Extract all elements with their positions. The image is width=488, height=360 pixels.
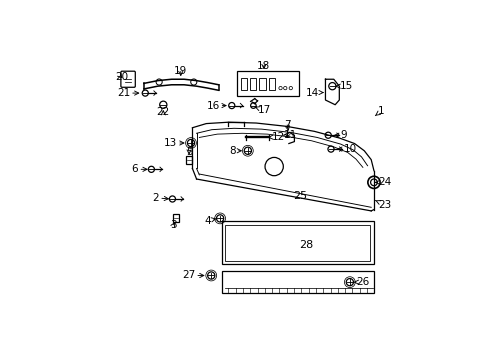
Bar — [259, 78, 265, 90]
Bar — [221, 270, 373, 293]
Bar — [186, 156, 191, 164]
Text: 11: 11 — [283, 130, 296, 140]
Bar — [221, 221, 373, 264]
Text: 13: 13 — [163, 138, 183, 148]
Text: 16: 16 — [206, 100, 225, 111]
Text: 21: 21 — [117, 88, 139, 98]
Text: 26: 26 — [353, 277, 369, 287]
Text: 15: 15 — [335, 81, 352, 91]
Text: 5: 5 — [185, 147, 192, 157]
Text: 8: 8 — [229, 146, 241, 156]
Bar — [236, 71, 299, 96]
Text: 27: 27 — [182, 270, 203, 280]
Text: 6: 6 — [131, 164, 147, 174]
Text: 4: 4 — [204, 216, 215, 226]
Bar — [249, 78, 256, 90]
Text: 20: 20 — [115, 72, 128, 82]
Text: 3: 3 — [170, 220, 177, 230]
Text: 14: 14 — [305, 87, 323, 98]
Text: 10: 10 — [337, 144, 356, 154]
Bar — [173, 214, 178, 222]
Text: 18: 18 — [257, 61, 270, 71]
Text: 19: 19 — [174, 67, 187, 76]
Bar — [241, 78, 246, 90]
Bar — [224, 225, 369, 261]
Text: 24: 24 — [374, 177, 390, 187]
Bar — [268, 78, 274, 90]
Text: 25: 25 — [293, 191, 307, 201]
Text: 23: 23 — [375, 199, 390, 210]
Text: 7: 7 — [284, 120, 290, 130]
Text: 9: 9 — [334, 130, 346, 140]
Text: 2: 2 — [152, 193, 168, 203]
Text: 28: 28 — [298, 240, 312, 250]
Text: 12: 12 — [268, 132, 284, 142]
Text: 22: 22 — [156, 107, 169, 117]
Text: 17: 17 — [254, 105, 270, 115]
Text: 1: 1 — [375, 106, 384, 116]
